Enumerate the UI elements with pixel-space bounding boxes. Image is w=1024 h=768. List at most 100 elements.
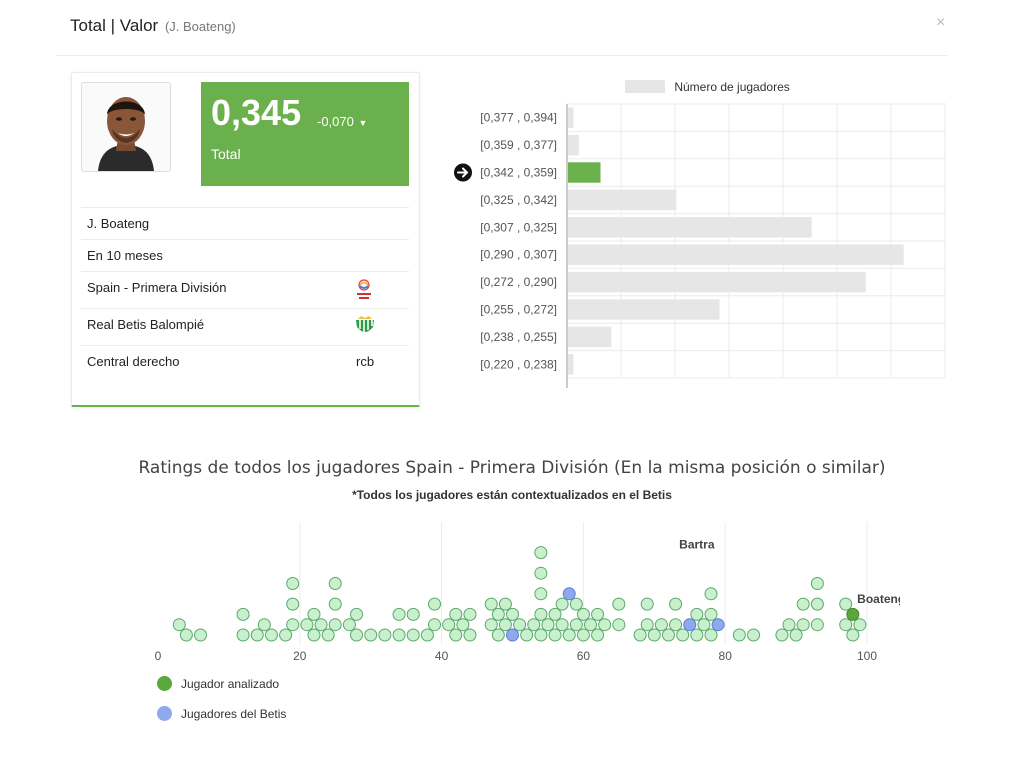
player-dot[interactable] [428,618,442,632]
player-dot[interactable] [555,597,569,611]
betis-player-dot[interactable] [506,628,519,642]
player-dot[interactable] [286,577,300,590]
player-dot[interactable] [697,618,711,632]
player-dot[interactable] [690,607,704,621]
player-dot[interactable] [506,607,519,621]
player-dot[interactable] [534,607,548,621]
player-dot[interactable] [640,597,654,611]
player-dot[interactable] [846,628,860,642]
player-dot[interactable] [775,628,789,642]
player-dot[interactable] [591,607,605,621]
player-dot[interactable] [555,618,569,632]
player-dot[interactable] [669,597,683,611]
player-dot[interactable] [747,628,761,642]
player-dot[interactable] [264,628,278,642]
player-dot[interactable] [541,618,555,632]
player-dot[interactable] [257,618,271,632]
player-dot[interactable] [314,618,328,632]
player-dot[interactable] [583,618,597,632]
player-dot[interactable] [286,597,300,611]
player-dot[interactable] [456,618,470,632]
player-dot[interactable] [534,587,548,601]
player-dot[interactable] [732,628,746,642]
player-dot[interactable] [420,628,434,642]
player-dot[interactable] [279,628,293,642]
player-dot[interactable] [782,618,796,632]
player-dot[interactable] [491,628,505,642]
player-dot[interactable] [796,597,810,611]
player-dot[interactable] [406,628,420,642]
player-dot[interactable] [534,566,548,580]
player-dot[interactable] [810,597,824,611]
player-dot[interactable] [442,618,456,632]
player-dot[interactable] [796,618,810,632]
player-dot[interactable] [853,618,867,632]
player-dot[interactable] [647,628,661,642]
player-dot[interactable] [576,628,590,642]
player-dot[interactable] [406,607,420,621]
player-dot[interactable] [704,628,718,642]
player-dot[interactable] [704,587,718,601]
player-dot[interactable] [307,628,321,642]
player-dot[interactable] [300,618,314,632]
player-dot[interactable] [236,607,250,621]
player-dot[interactable] [520,628,534,642]
player-dot[interactable] [569,597,583,611]
player-dot[interactable] [534,628,548,642]
player-dot[interactable] [172,618,186,632]
player-dot[interactable] [676,628,690,642]
player-dot[interactable] [498,618,512,632]
player-dot[interactable] [661,628,675,642]
player-dot[interactable] [498,597,512,611]
player-dot[interactable] [789,628,803,642]
player-dot[interactable] [378,628,392,642]
player-dot[interactable] [527,618,541,632]
player-dot[interactable] [491,607,505,621]
player-dot[interactable] [612,597,626,611]
player-dot[interactable] [576,607,590,621]
player-dot[interactable] [534,546,548,560]
player-dot[interactable] [392,607,406,621]
player-dot[interactable] [463,607,477,621]
player-dot[interactable] [428,597,442,611]
player-dot[interactable] [640,618,654,632]
player-dot[interactable] [328,577,342,590]
player-dot[interactable] [328,597,342,611]
player-dot[interactable] [669,618,683,632]
player-dot[interactable] [690,628,704,642]
player-dot[interactable] [633,628,647,642]
player-dot[interactable] [250,628,264,642]
betis-player-dot[interactable] [711,618,725,632]
player-dot[interactable] [810,618,824,632]
player-dot[interactable] [286,618,300,632]
player-dot[interactable] [704,607,718,621]
player-dot[interactable] [591,628,605,642]
player-dot[interactable] [449,607,463,621]
analyzed-player-dot[interactable] [846,607,860,621]
player-dot[interactable] [810,577,824,590]
player-dot[interactable] [449,628,463,642]
close-icon[interactable]: × [936,14,946,31]
player-dot[interactable] [612,618,626,632]
player-dot[interactable] [463,628,477,642]
player-dot[interactable] [350,628,364,642]
player-dot[interactable] [484,597,498,611]
player-dot[interactable] [328,618,342,632]
player-dot[interactable] [562,628,576,642]
player-dot[interactable] [350,607,364,621]
player-dot[interactable] [513,618,527,632]
player-dot[interactable] [839,618,853,632]
player-dot[interactable] [194,628,208,642]
player-dot[interactable] [598,618,612,632]
betis-player-dot[interactable] [683,618,697,632]
player-dot[interactable] [321,628,335,642]
player-dot[interactable] [236,628,250,642]
player-dot[interactable] [179,628,193,642]
player-dot[interactable] [364,628,378,642]
player-dot[interactable] [307,607,321,621]
player-dot[interactable] [392,628,406,642]
player-dot[interactable] [484,618,498,632]
player-dot[interactable] [342,618,356,632]
player-dot[interactable] [548,628,562,642]
player-dot[interactable] [654,618,668,632]
